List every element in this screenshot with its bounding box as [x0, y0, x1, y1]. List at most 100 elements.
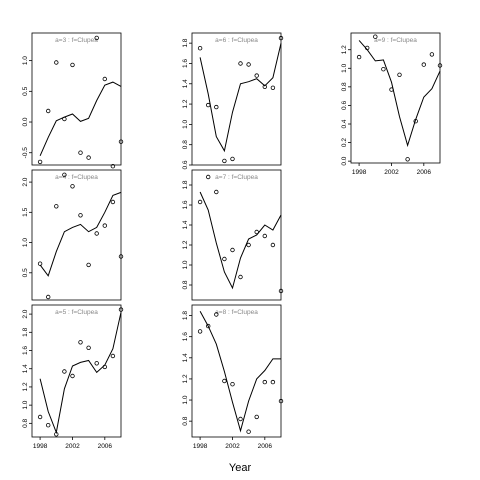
observed-point: [230, 382, 235, 387]
panel-strip-label: a=9 : f=Clupea: [374, 37, 417, 44]
observed-point: [262, 84, 267, 89]
y-tick-label: 1.0: [22, 56, 29, 65]
observed-point: [405, 157, 410, 162]
observed-point: [37, 414, 43, 420]
y-tick-label: 0.0: [341, 156, 348, 165]
x-tick-label: 1998: [193, 443, 208, 450]
observed-point: [37, 261, 43, 266]
panel-strip-label: a=5 : f=Clupea: [55, 309, 98, 316]
observed-point: [54, 60, 59, 65]
y-tick-label: 0.4: [341, 119, 348, 128]
observed-point: [214, 189, 219, 195]
y-tick-label: 0.8: [182, 280, 189, 289]
observed-point: [205, 102, 211, 108]
observed-point: [246, 62, 251, 67]
observed-point: [356, 54, 362, 60]
y-tick-label: 1.0: [22, 238, 29, 247]
observed-point: [205, 174, 211, 180]
observed-point: [270, 242, 276, 248]
observed-point: [110, 353, 116, 359]
fitted-line: [199, 191, 282, 290]
observed-point: [62, 172, 67, 177]
observed-point: [118, 139, 124, 144]
y-tick-label: 0.8: [341, 82, 348, 91]
panel-frame: [350, 32, 441, 164]
panel-strip-label: a=8 : f=Clupea: [215, 309, 258, 316]
panel-frame: [31, 32, 122, 166]
y-tick-label: 0.6: [341, 101, 348, 110]
panel-strip-label: a=6 : f=Clupea: [215, 37, 258, 44]
y-tick-label: 2.0: [22, 309, 29, 318]
y-tick-label: 1.8: [22, 327, 29, 336]
y-tick-label: 0.8: [182, 140, 189, 149]
panel-1: a=3 : f=Clupea -0.5 0.0 0.5 1.0: [22, 32, 124, 169]
observed-point: [94, 35, 99, 41]
observed-point: [197, 46, 203, 51]
observed-point: [222, 256, 227, 262]
observed-point: [197, 329, 203, 334]
x-tick-label: 2002: [384, 169, 399, 176]
fitted-line: [39, 312, 122, 435]
observed-point: [270, 379, 276, 385]
observed-point: [54, 204, 59, 209]
observed-point: [270, 85, 276, 90]
y-tick-label: 0.5: [22, 268, 29, 277]
fitted-line: [199, 43, 282, 153]
observed-point: [373, 34, 378, 39]
x-tick-label: 1998: [352, 169, 367, 176]
x-tick-label: 2006: [98, 443, 113, 450]
observed-point: [54, 432, 59, 437]
observed-point: [78, 213, 83, 218]
y-tick-label: 0.6: [182, 160, 189, 169]
observed-point: [118, 307, 124, 312]
y-tick-label: 1.6: [182, 332, 189, 341]
fitted-line: [358, 40, 441, 148]
y-tick-label: 1.4: [22, 364, 29, 373]
observed-point: [70, 62, 75, 68]
observed-point: [389, 87, 394, 92]
observed-point: [238, 61, 243, 66]
observed-point: [262, 233, 267, 239]
y-tick-label: 1.0: [182, 260, 189, 269]
panel-7: a=9 : f=Clupea 0.0 0.2 0.4 0.6 0.8 1.0 1.2 1998 2…: [341, 32, 443, 176]
y-tick-label: 0.5: [22, 86, 29, 95]
observed-point: [429, 52, 435, 57]
x-axis-label: Year: [229, 462, 252, 474]
y-tick-label: 1.8: [182, 311, 189, 320]
panel-strip-label: a=4 : f=Clupea: [55, 174, 98, 181]
observed-point: [62, 116, 67, 122]
observed-point: [254, 414, 259, 420]
observed-point: [197, 199, 203, 205]
panel-frame: [31, 304, 122, 438]
observed-point: [78, 150, 83, 155]
x-tick-label: 2002: [65, 443, 80, 450]
panels-layer: a=3 : f=Clupea-0.50.00.51.0a=4 : f=Clupe…: [22, 32, 443, 450]
observed-point: [262, 379, 267, 385]
panel-frame: [191, 304, 282, 438]
y-tick-label: 1.2: [182, 240, 189, 249]
observed-point: [94, 231, 99, 236]
observed-point: [214, 312, 219, 317]
observed-point: [102, 223, 107, 228]
observed-point: [86, 345, 91, 350]
observed-point: [37, 159, 43, 165]
y-tick-label: 1.0: [22, 400, 29, 409]
observed-point: [102, 76, 107, 82]
fitted-line: [39, 191, 122, 277]
observed-point: [238, 416, 243, 422]
observed-point: [118, 254, 124, 259]
y-tick-label: 2.0: [22, 177, 29, 186]
observed-point: [230, 156, 235, 162]
observed-point: [222, 158, 227, 164]
panel-strip-label: a=3 : f=Clupea: [55, 37, 98, 44]
x-tick-label: 1998: [33, 443, 48, 450]
y-tick-label: 1.2: [22, 382, 29, 391]
y-tick-label: 1.0: [341, 63, 348, 72]
observed-point: [437, 63, 443, 68]
observed-point: [397, 72, 402, 77]
y-tick-label: 1.8: [182, 180, 189, 189]
y-tick-label: 1.4: [182, 353, 189, 362]
observed-point: [278, 35, 284, 41]
panel-frame: [191, 32, 282, 166]
